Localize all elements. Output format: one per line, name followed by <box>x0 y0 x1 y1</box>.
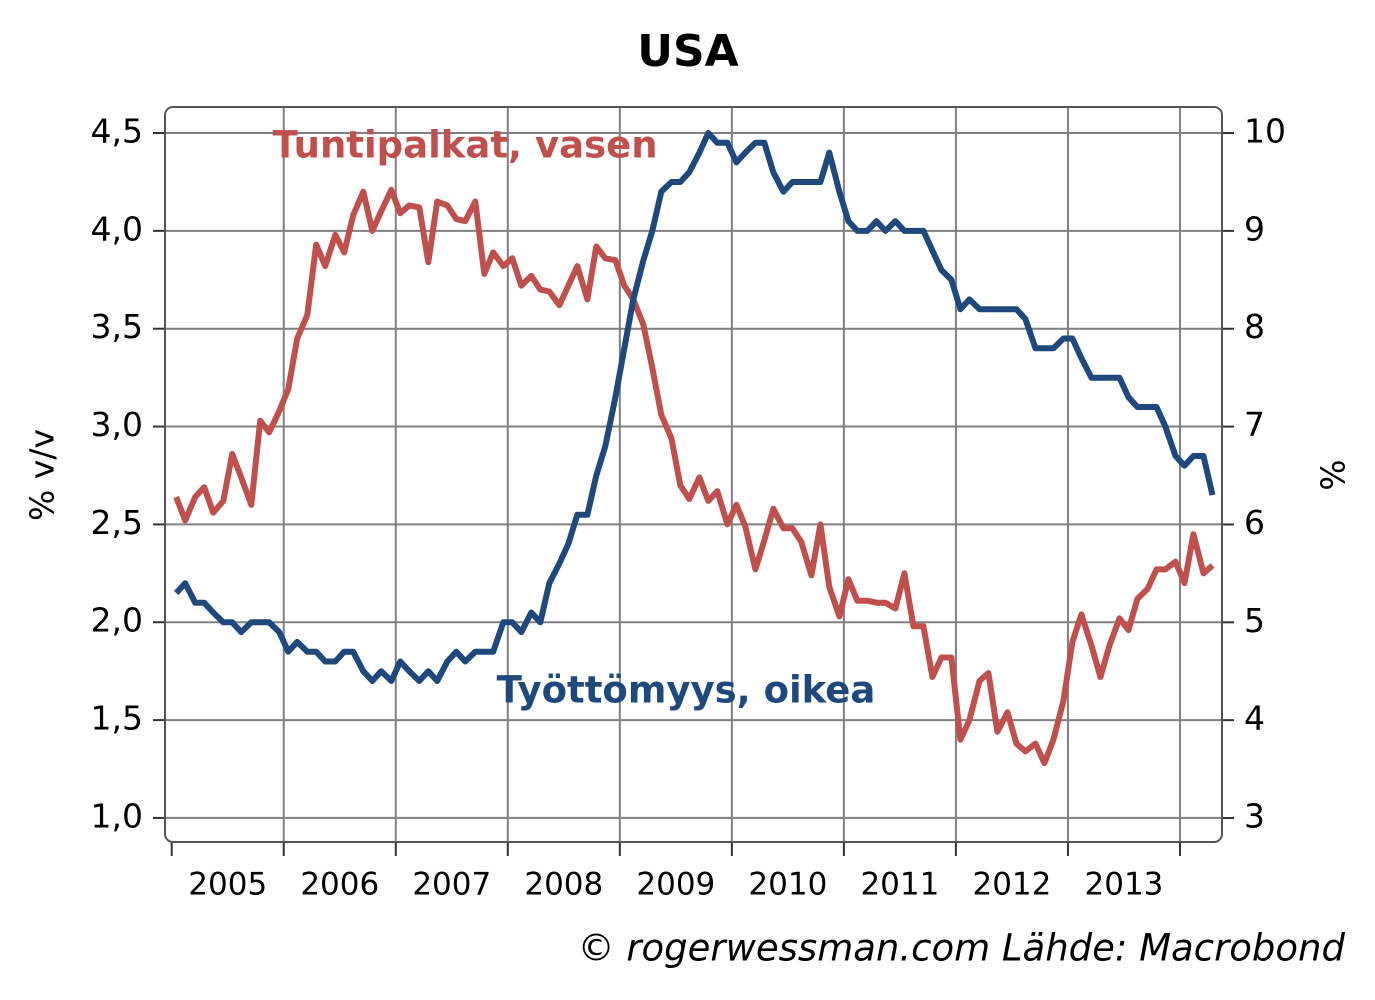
x-tick-label: 2005 <box>188 867 267 903</box>
series-line <box>173 130 1216 684</box>
chart-title: USA <box>637 26 738 77</box>
y2-tick-label: 3 <box>1244 797 1265 836</box>
y2-tick-label: 9 <box>1244 209 1265 248</box>
x-tick-label: 2011 <box>860 867 939 903</box>
y-tick-label: 1,5 <box>91 699 143 738</box>
x-tick-label: 2013 <box>1085 867 1164 903</box>
y-tick-label: 3,5 <box>91 307 143 346</box>
x-tick-label: 2007 <box>412 867 491 903</box>
x-tick-label: 2012 <box>972 867 1051 903</box>
x-tick-label: 2010 <box>748 867 827 903</box>
y2-axis-label: % <box>1313 459 1352 490</box>
source: © rogerwessman.com Lähde: Macrobond <box>578 927 1346 970</box>
plot-frame <box>164 106 1223 843</box>
series-line <box>173 186 1215 767</box>
x-tick-label: 2008 <box>524 867 603 903</box>
x-tick-label: 2006 <box>300 867 379 903</box>
y-tick-label: 2,0 <box>91 601 143 640</box>
y-tick-label: 2,5 <box>91 503 143 542</box>
x-tick-label: 2009 <box>636 867 715 903</box>
y2-tick-label: 10 <box>1244 112 1286 151</box>
y2-tick-label: 5 <box>1244 601 1265 640</box>
series-annotation: Tuntipalkat, vasen <box>272 124 657 167</box>
y2-tick-label: 4 <box>1244 699 1265 738</box>
y2-tick-label: 7 <box>1244 405 1265 444</box>
series-annotation: Työttömyys, oikea <box>497 669 876 712</box>
y-tick-label: 3,0 <box>91 405 143 444</box>
y-axis-label: % v/v <box>23 429 62 521</box>
y-tick-label: 4,5 <box>91 112 143 151</box>
y2-tick-label: 8 <box>1244 307 1265 346</box>
y-tick-label: 4,0 <box>91 209 143 248</box>
y-tick-label: 1,0 <box>91 796 143 835</box>
y2-tick-label: 6 <box>1244 503 1265 542</box>
